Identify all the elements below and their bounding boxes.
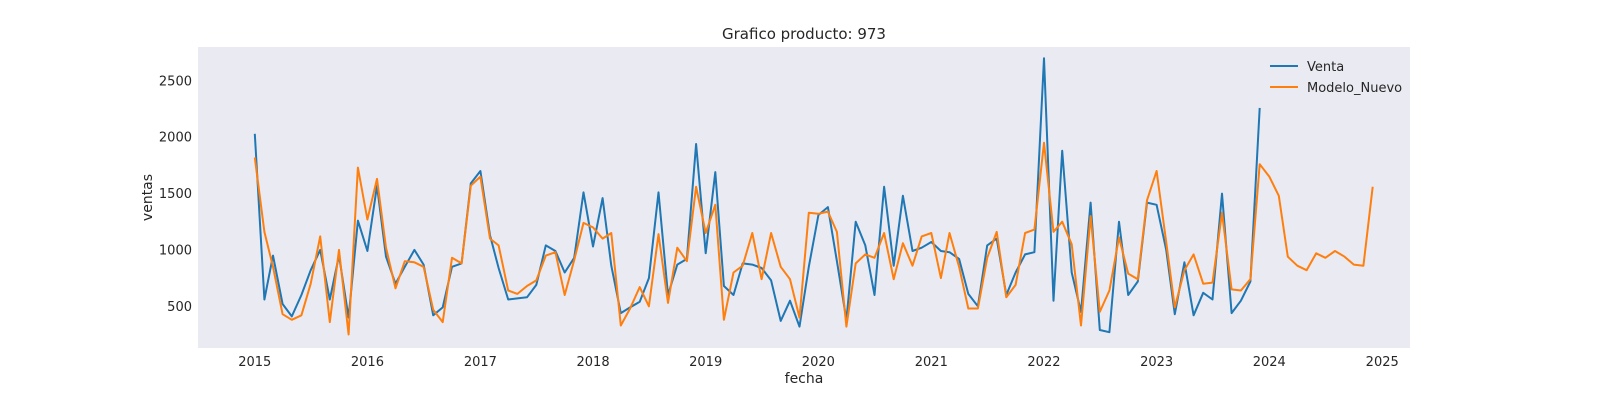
x-tick-label: 2016: [351, 355, 384, 370]
x-tick-label: 2024: [1253, 355, 1286, 370]
legend: Venta Modelo_Nuevo: [1270, 60, 1402, 96]
chart-title: Grafico producto: 973: [722, 25, 886, 43]
series-lines: [253, 57, 1374, 336]
x-axis: 2015 2016 2017 2018 2019 2020 2021 2022 2023 2024…: [238, 355, 1399, 370]
y-tick-label: 500: [167, 300, 192, 315]
x-tick-label: 2017: [464, 355, 497, 370]
x-tick-label: 2015: [238, 355, 271, 370]
y-tick-label: 2500: [159, 74, 192, 89]
legend-label: Modelo_Nuevo: [1307, 81, 1402, 96]
y-tick-label: 1500: [159, 187, 192, 202]
x-tick-label: 2023: [1140, 355, 1173, 370]
x-tick-label: 2019: [689, 355, 722, 370]
series-line-modelo-nuevo: [253, 141, 1374, 336]
x-tick-label: 2025: [1366, 355, 1399, 370]
x-tick-label: 2020: [802, 355, 835, 370]
x-tick-label: 2022: [1027, 355, 1060, 370]
legend-label: Venta: [1307, 60, 1344, 75]
y-axis: 500 1000 1500 2000 2500: [159, 74, 192, 314]
x-axis-title: fecha: [785, 371, 824, 387]
x-tick-label: 2018: [577, 355, 610, 370]
y-tick-label: 2000: [159, 131, 192, 146]
y-tick-label: 1000: [159, 243, 192, 258]
x-tick-label: 2021: [915, 355, 948, 370]
y-axis-title: ventas: [140, 174, 156, 221]
